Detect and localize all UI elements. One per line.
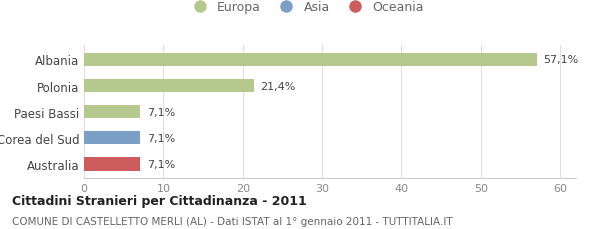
- Bar: [84, 158, 140, 171]
- Text: 7,1%: 7,1%: [146, 159, 175, 169]
- Text: 21,4%: 21,4%: [260, 81, 296, 91]
- Text: Cittadini Stranieri per Cittadinanza - 2011: Cittadini Stranieri per Cittadinanza - 2…: [12, 194, 307, 207]
- Bar: [84, 106, 140, 119]
- Text: COMUNE DI CASTELLETTO MERLI (AL) - Dati ISTAT al 1° gennaio 2011 - TUTTITALIA.IT: COMUNE DI CASTELLETTO MERLI (AL) - Dati …: [12, 216, 452, 226]
- Text: 57,1%: 57,1%: [544, 55, 579, 65]
- Legend: Europa, Asia, Oceania: Europa, Asia, Oceania: [182, 0, 429, 19]
- Bar: [84, 80, 254, 93]
- Bar: [84, 132, 140, 145]
- Bar: [84, 54, 537, 67]
- Text: 7,1%: 7,1%: [146, 133, 175, 143]
- Text: 7,1%: 7,1%: [146, 107, 175, 117]
